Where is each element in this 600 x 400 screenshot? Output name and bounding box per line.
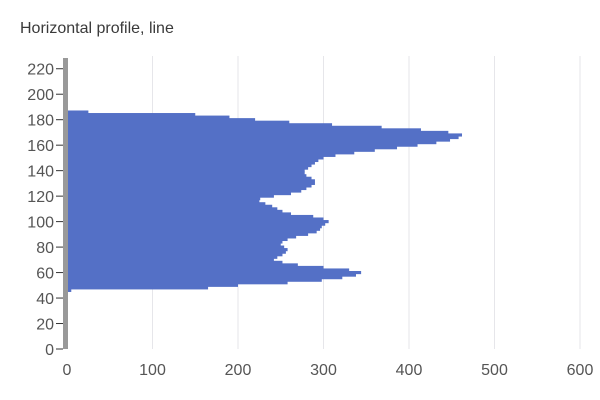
bar-y-84 [67, 240, 283, 244]
bar-y-168 [67, 133, 463, 137]
y-tick-label-0: 0 [45, 342, 54, 359]
y-tick-label-40: 40 [36, 291, 54, 308]
bar-y-104 [67, 214, 314, 219]
y-tick-label-180: 180 [27, 113, 54, 130]
bar-y-170 [67, 130, 449, 135]
bar-y-74 [67, 253, 283, 257]
x-tick-label-400: 400 [396, 362, 423, 379]
bar-y-92 [67, 230, 317, 234]
x-tick-label-300: 300 [310, 362, 337, 379]
bar-y-180 [67, 118, 256, 122]
bar-y-106 [67, 212, 292, 216]
bar-y-82 [67, 242, 281, 247]
bar-y-182 [67, 115, 230, 119]
bar-y-118 [67, 197, 261, 201]
bar-y-134 [67, 176, 312, 180]
x-tick-label-500: 500 [481, 362, 508, 379]
bar-y-158 [67, 146, 398, 150]
bar-y-142 [67, 166, 309, 170]
bar-y-114 [67, 202, 266, 206]
bar-y-48 [67, 286, 209, 290]
y-tick-label-140: 140 [27, 164, 54, 181]
bar-y-56 [67, 276, 343, 280]
bar-y-90 [67, 232, 309, 236]
bar-y-120 [67, 194, 274, 198]
bar-y-186 [67, 110, 89, 114]
bar-y-126 [67, 186, 307, 191]
bar-y-80 [67, 245, 285, 249]
bar-y-140 [67, 169, 305, 173]
bar-y-122 [67, 192, 292, 196]
bar-y-78 [67, 248, 288, 252]
bar-y-64 [67, 265, 324, 270]
y-tick-label-200: 200 [27, 87, 54, 104]
bar-y-136 [67, 174, 307, 178]
x-axis: 0 100 200 300 400 500 600 [63, 362, 594, 379]
bar-y-66 [67, 263, 298, 267]
bar-y-76 [67, 250, 286, 254]
bar-y-160 [67, 143, 418, 147]
bar-y-174 [67, 125, 382, 129]
bar-y-132 [67, 179, 315, 183]
bar-y-86 [67, 237, 288, 242]
y-tick-label-80: 80 [36, 240, 54, 257]
bar-y-128 [67, 184, 312, 188]
bar-y-154 [67, 151, 355, 155]
bar-y-62 [67, 268, 350, 272]
bar-y-148 [67, 158, 319, 163]
bar-y-98 [67, 222, 326, 226]
bar-y-172 [67, 128, 421, 132]
y-tick-label-20: 20 [36, 317, 54, 334]
bar-y-94 [67, 227, 321, 231]
bar-y-146 [67, 161, 315, 165]
bar-y-52 [67, 281, 288, 285]
bar-y-176 [67, 123, 333, 127]
bar-y-54 [67, 278, 322, 282]
bar-y-144 [67, 163, 312, 168]
bar-y-96 [67, 225, 322, 229]
bar-y-58 [67, 273, 356, 277]
bar-y-46 [67, 288, 72, 292]
bar-y-150 [67, 156, 324, 160]
bar-y-116 [67, 199, 260, 203]
bar-y-138 [67, 171, 305, 175]
bar-y-88 [67, 235, 297, 239]
bar-y-178 [67, 120, 290, 124]
y-tick-label-60: 60 [36, 266, 54, 283]
y-tick-label-220: 220 [27, 62, 54, 79]
bar-y-108 [67, 209, 283, 213]
bar-y-112 [67, 204, 273, 208]
bar-y-100 [67, 220, 329, 224]
bar-y-164 [67, 138, 451, 142]
bar-y-72 [67, 255, 278, 259]
x-tick-label-0: 0 [63, 362, 72, 379]
y-axis-strip [63, 58, 68, 349]
x-tick-label-600: 600 [567, 362, 594, 379]
y-tick-label-120: 120 [27, 189, 54, 206]
chart-title: Horizontal profile, line [20, 20, 174, 37]
bar-y-152 [67, 153, 336, 157]
bar-y-130 [67, 181, 315, 185]
bar-y-110 [67, 207, 278, 211]
x-tick-label-100: 100 [139, 362, 166, 379]
bar-y-68 [67, 260, 283, 264]
x-tick-label-200: 200 [225, 362, 252, 379]
bar-y-70 [67, 258, 274, 262]
bar-series [67, 110, 463, 292]
bar-y-50 [67, 283, 238, 287]
bar-y-102 [67, 217, 324, 221]
bar-y-124 [67, 189, 302, 193]
y-axis: 0 20 40 60 80 100 120 140 160 180 200 220 [27, 58, 68, 359]
bar-y-162 [67, 141, 437, 145]
bar-y-166 [67, 135, 459, 140]
y-tick-label-100: 100 [27, 215, 54, 232]
bar-y-60 [67, 270, 362, 275]
bar-y-156 [67, 148, 375, 152]
bar-y-184 [67, 113, 196, 117]
y-tick-label-160: 160 [27, 138, 54, 155]
